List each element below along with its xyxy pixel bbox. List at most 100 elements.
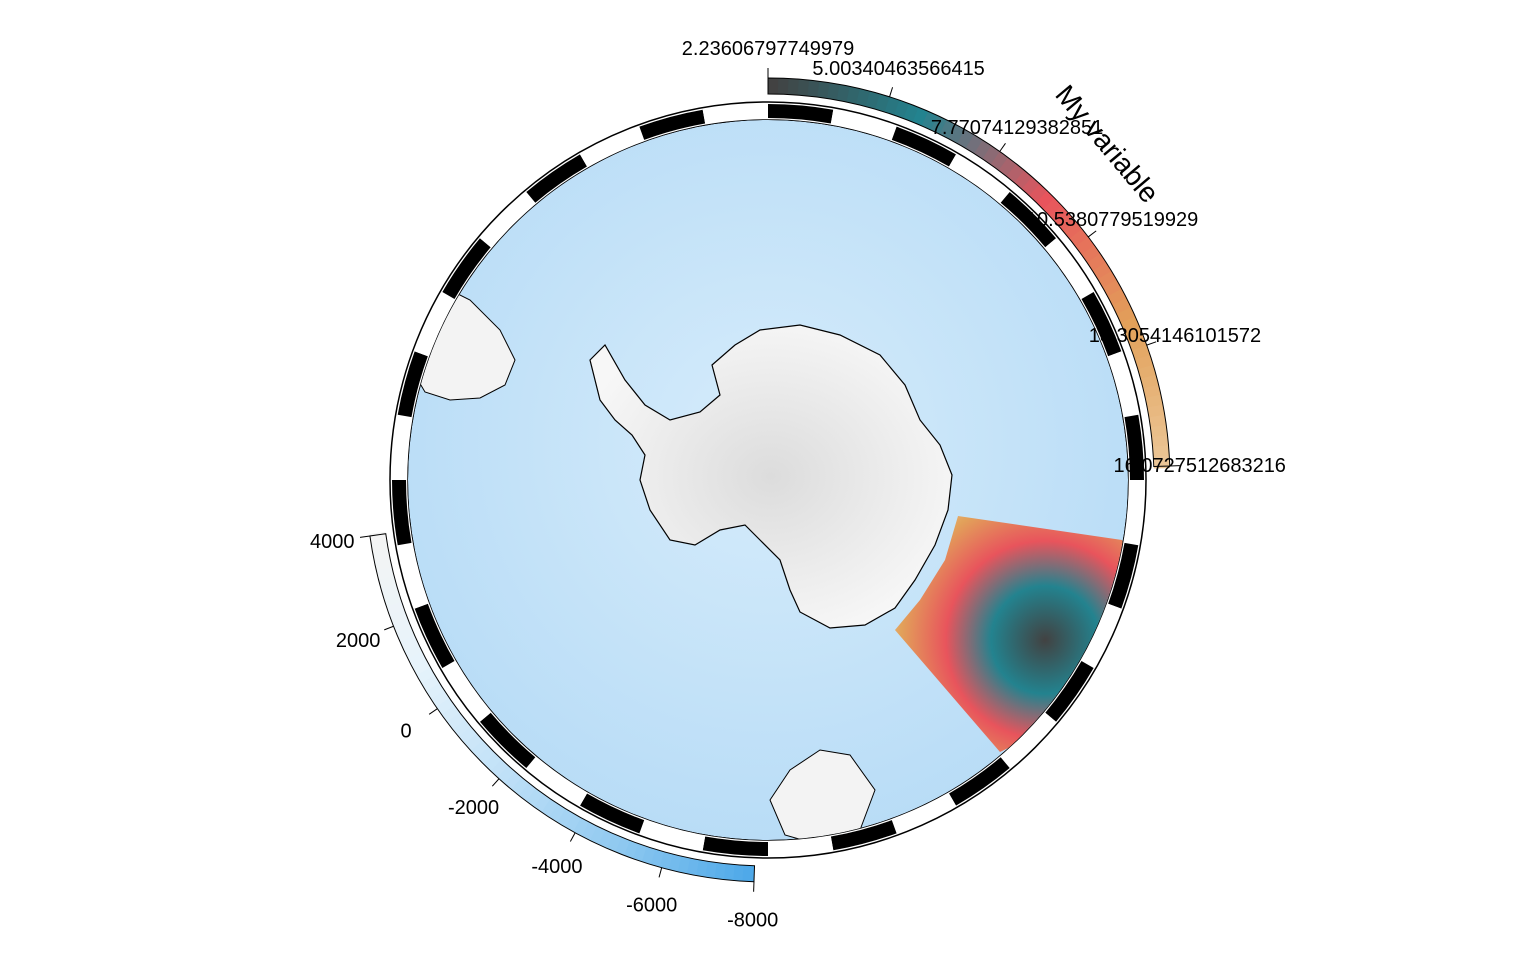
colorbar-swatch <box>490 759 510 779</box>
colorbar-swatch <box>447 712 467 732</box>
colorbar-swatch <box>1036 190 1057 211</box>
colorbar-swatch <box>1006 163 1026 184</box>
colorbar-swatch <box>1075 236 1096 257</box>
colorbar-tick-label: 2000 <box>336 630 381 652</box>
colorbar-swatch <box>1151 435 1169 449</box>
graticule-segment <box>1045 238 1094 299</box>
graticule-segment <box>891 793 956 834</box>
colorbar-swatch <box>396 626 416 644</box>
map-disc <box>408 120 1128 840</box>
colorbar-border <box>767 77 1171 468</box>
colorbar-swatch <box>497 765 517 785</box>
colorbar-swatch <box>511 777 531 797</box>
graticule-segment <box>949 154 1010 203</box>
graticule-segment <box>639 820 706 851</box>
colorbar-swatch <box>1081 245 1102 265</box>
graticule-segment <box>1124 480 1144 546</box>
colorbar-swatch <box>957 129 976 150</box>
colorbar-swatch <box>723 863 737 881</box>
colorbar-tick-label: 7.77074129382851 <box>931 117 1103 139</box>
graticule-segments <box>392 104 1144 856</box>
graticule-segment <box>580 126 645 167</box>
colorbar-swatch <box>768 78 781 95</box>
colorbar-swatch <box>1087 253 1108 273</box>
graticule-segment <box>702 104 768 124</box>
colorbar-swatch <box>1152 445 1170 459</box>
graticule-segment <box>1081 292 1122 357</box>
colorbar-swatch <box>1069 228 1090 249</box>
colorbar-swatch <box>990 151 1010 172</box>
colorbar-swatch <box>1014 170 1034 191</box>
colorbar-tick <box>1087 230 1097 238</box>
colorbar-swatch <box>458 726 479 746</box>
graticule-segment <box>442 238 491 299</box>
colorbar-tick-label: -4000 <box>531 856 582 878</box>
colorbar-swatch <box>921 111 940 131</box>
variable-colorbar <box>767 77 1171 469</box>
graticule-segment <box>479 191 536 248</box>
colorbar-swatch <box>1102 279 1123 299</box>
colorbar-swatch <box>504 771 524 791</box>
graticule-segment <box>1045 661 1094 722</box>
colorbar-swatch <box>589 826 607 846</box>
colorbar-swatch <box>533 793 553 814</box>
australia-landmass <box>769 749 876 840</box>
colorbar-tick <box>569 832 576 842</box>
graticule-segment <box>702 836 768 856</box>
colorbar-swatch <box>1043 198 1064 218</box>
colorbar-swatch <box>557 808 575 829</box>
colorbar-tick-label: 5.00340463566415 <box>812 58 984 80</box>
colorbar-tick <box>384 625 394 631</box>
colorbar-swatch <box>982 145 1002 166</box>
colorbar-swatch <box>948 124 967 145</box>
colorbar-swatch <box>549 803 568 824</box>
colorbar-tick-label: -6000 <box>626 894 677 916</box>
colorbar-swatch <box>1107 288 1128 307</box>
graticule-segment <box>1081 603 1122 668</box>
colorbar-swatch <box>1049 205 1071 226</box>
colorbar-swatch <box>464 733 485 753</box>
colorbar-swatch <box>581 821 599 842</box>
colorbar-tick-label: 13.3054146101572 <box>1089 325 1261 347</box>
bathymetry-colorbar <box>369 531 756 883</box>
colorbar-swatch <box>1056 213 1077 233</box>
colorbar-swatch <box>421 675 441 694</box>
graticule-segment <box>442 661 491 722</box>
colorbar-swatch <box>1063 220 1084 241</box>
graticule-segment <box>1108 351 1139 418</box>
graticule-segment <box>1108 542 1139 609</box>
graticule-segment <box>526 757 587 806</box>
colorbar-swatch <box>974 140 993 161</box>
colorbar-swatch <box>477 746 497 766</box>
colorbar-swatch <box>1150 424 1168 439</box>
graticule-segment <box>397 542 428 609</box>
colorbar-swatch <box>939 119 958 140</box>
colorbar-swatch <box>1021 176 1042 197</box>
colorbar-swatch <box>452 719 473 739</box>
colorbar-tick <box>999 143 1006 152</box>
colorbar-swatch <box>412 659 432 677</box>
colorbar-tick-label: -2000 <box>448 797 499 819</box>
colorbar-swatch <box>407 651 428 669</box>
variable-legend-title: My variable <box>1049 79 1165 209</box>
colorbar-swatch <box>399 635 420 653</box>
colorbar-swatch <box>1112 297 1132 316</box>
colorbar-swatch <box>565 813 583 833</box>
colorbar-tick <box>658 867 663 878</box>
colorbar-swatch <box>403 643 424 661</box>
colorbar-swatch <box>436 697 456 717</box>
colorbar-swatch <box>1153 455 1170 469</box>
colorbar-tick-label: 4000 <box>310 531 355 553</box>
colorbar-tick-label: 2.23606797749979 <box>682 38 854 60</box>
graticule-segment <box>768 836 834 856</box>
graticule-segment <box>392 480 412 546</box>
graticule-segment <box>1124 414 1144 480</box>
colorbar-swatch <box>1028 183 1049 204</box>
colorbar-swatch <box>998 157 1018 178</box>
graticule-segment <box>891 126 956 167</box>
colorbar-swatch <box>742 865 755 882</box>
colorbar-swatch <box>777 78 791 95</box>
colorbar-swatch <box>1092 262 1113 282</box>
colorbar-swatch <box>598 829 616 850</box>
